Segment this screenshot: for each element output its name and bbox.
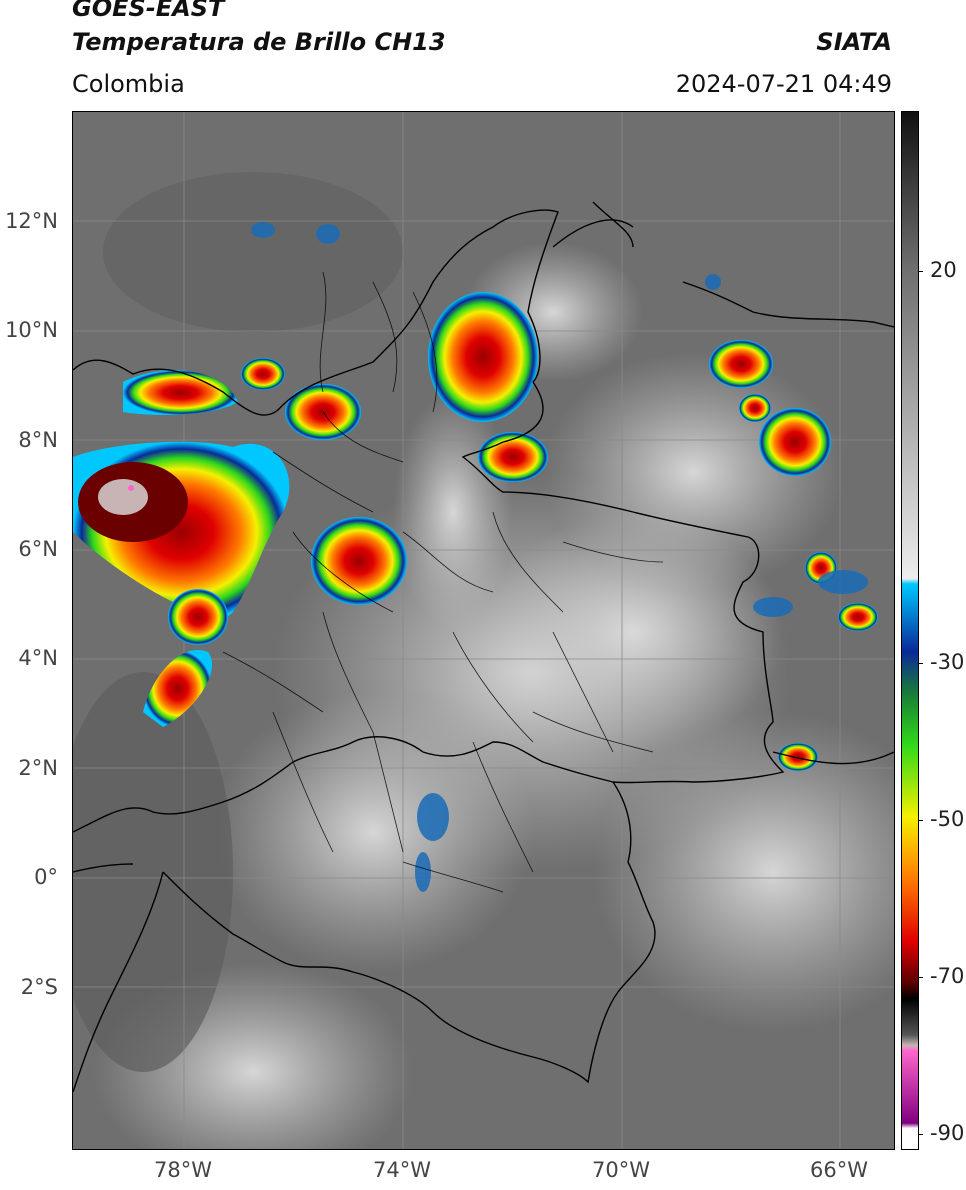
satellite-map[interactable] — [72, 111, 895, 1150]
department-borders — [222, 271, 664, 893]
colorbar-label-minus90: -90 — [930, 1121, 965, 1145]
colorbar-label-minus30: -30 — [930, 650, 965, 674]
lat-label-2n: 2°N — [18, 756, 58, 780]
product-title: Temperatura de Brillo CH13 — [72, 28, 446, 56]
lon-label-74w: 74°W — [373, 1158, 431, 1182]
colorbar-tick — [918, 663, 923, 664]
colorbar-gradient — [902, 112, 918, 1149]
colorbar — [901, 111, 919, 1150]
colorbar-tick — [918, 1134, 923, 1135]
lat-label-2s: 2°S — [20, 975, 58, 999]
storm-catatumbo — [428, 292, 548, 482]
datetime-label: 2024-07-21 04:49 — [675, 70, 892, 98]
storm-darien-panama — [73, 441, 290, 623]
colorbar-tick — [918, 271, 923, 272]
lat-label-10n: 10°N — [5, 318, 58, 342]
lon-label-78w: 78°W — [154, 1158, 212, 1182]
colorbar-label-20: 20 — [930, 258, 957, 282]
storm-pacific-coast — [143, 589, 228, 727]
storm-scattered — [251, 222, 868, 892]
satellite-title: GOES-EAST — [72, 0, 225, 22]
map-canvas — [73, 112, 894, 1149]
region-label: Colombia — [72, 70, 185, 98]
lat-label-6n: 6°N — [18, 537, 58, 561]
colorbar-label-minus50: -50 — [930, 807, 965, 831]
country-borders — [73, 201, 894, 1093]
lat-label-8n: 8°N — [18, 428, 58, 452]
lat-label-4n: 4°N — [18, 646, 58, 670]
colorbar-label-minus70: -70 — [930, 964, 965, 988]
lon-label-70w: 70°W — [592, 1158, 650, 1182]
lat-label-0: 0° — [34, 865, 58, 889]
storm-magdalena-medio — [311, 517, 407, 605]
colorbar-tick — [918, 977, 923, 978]
agency-label: SIATA — [816, 28, 892, 56]
colorbar-tick — [918, 820, 923, 821]
lat-label-12n: 12°N — [5, 209, 58, 233]
lon-label-66w: 66°W — [810, 1158, 868, 1182]
